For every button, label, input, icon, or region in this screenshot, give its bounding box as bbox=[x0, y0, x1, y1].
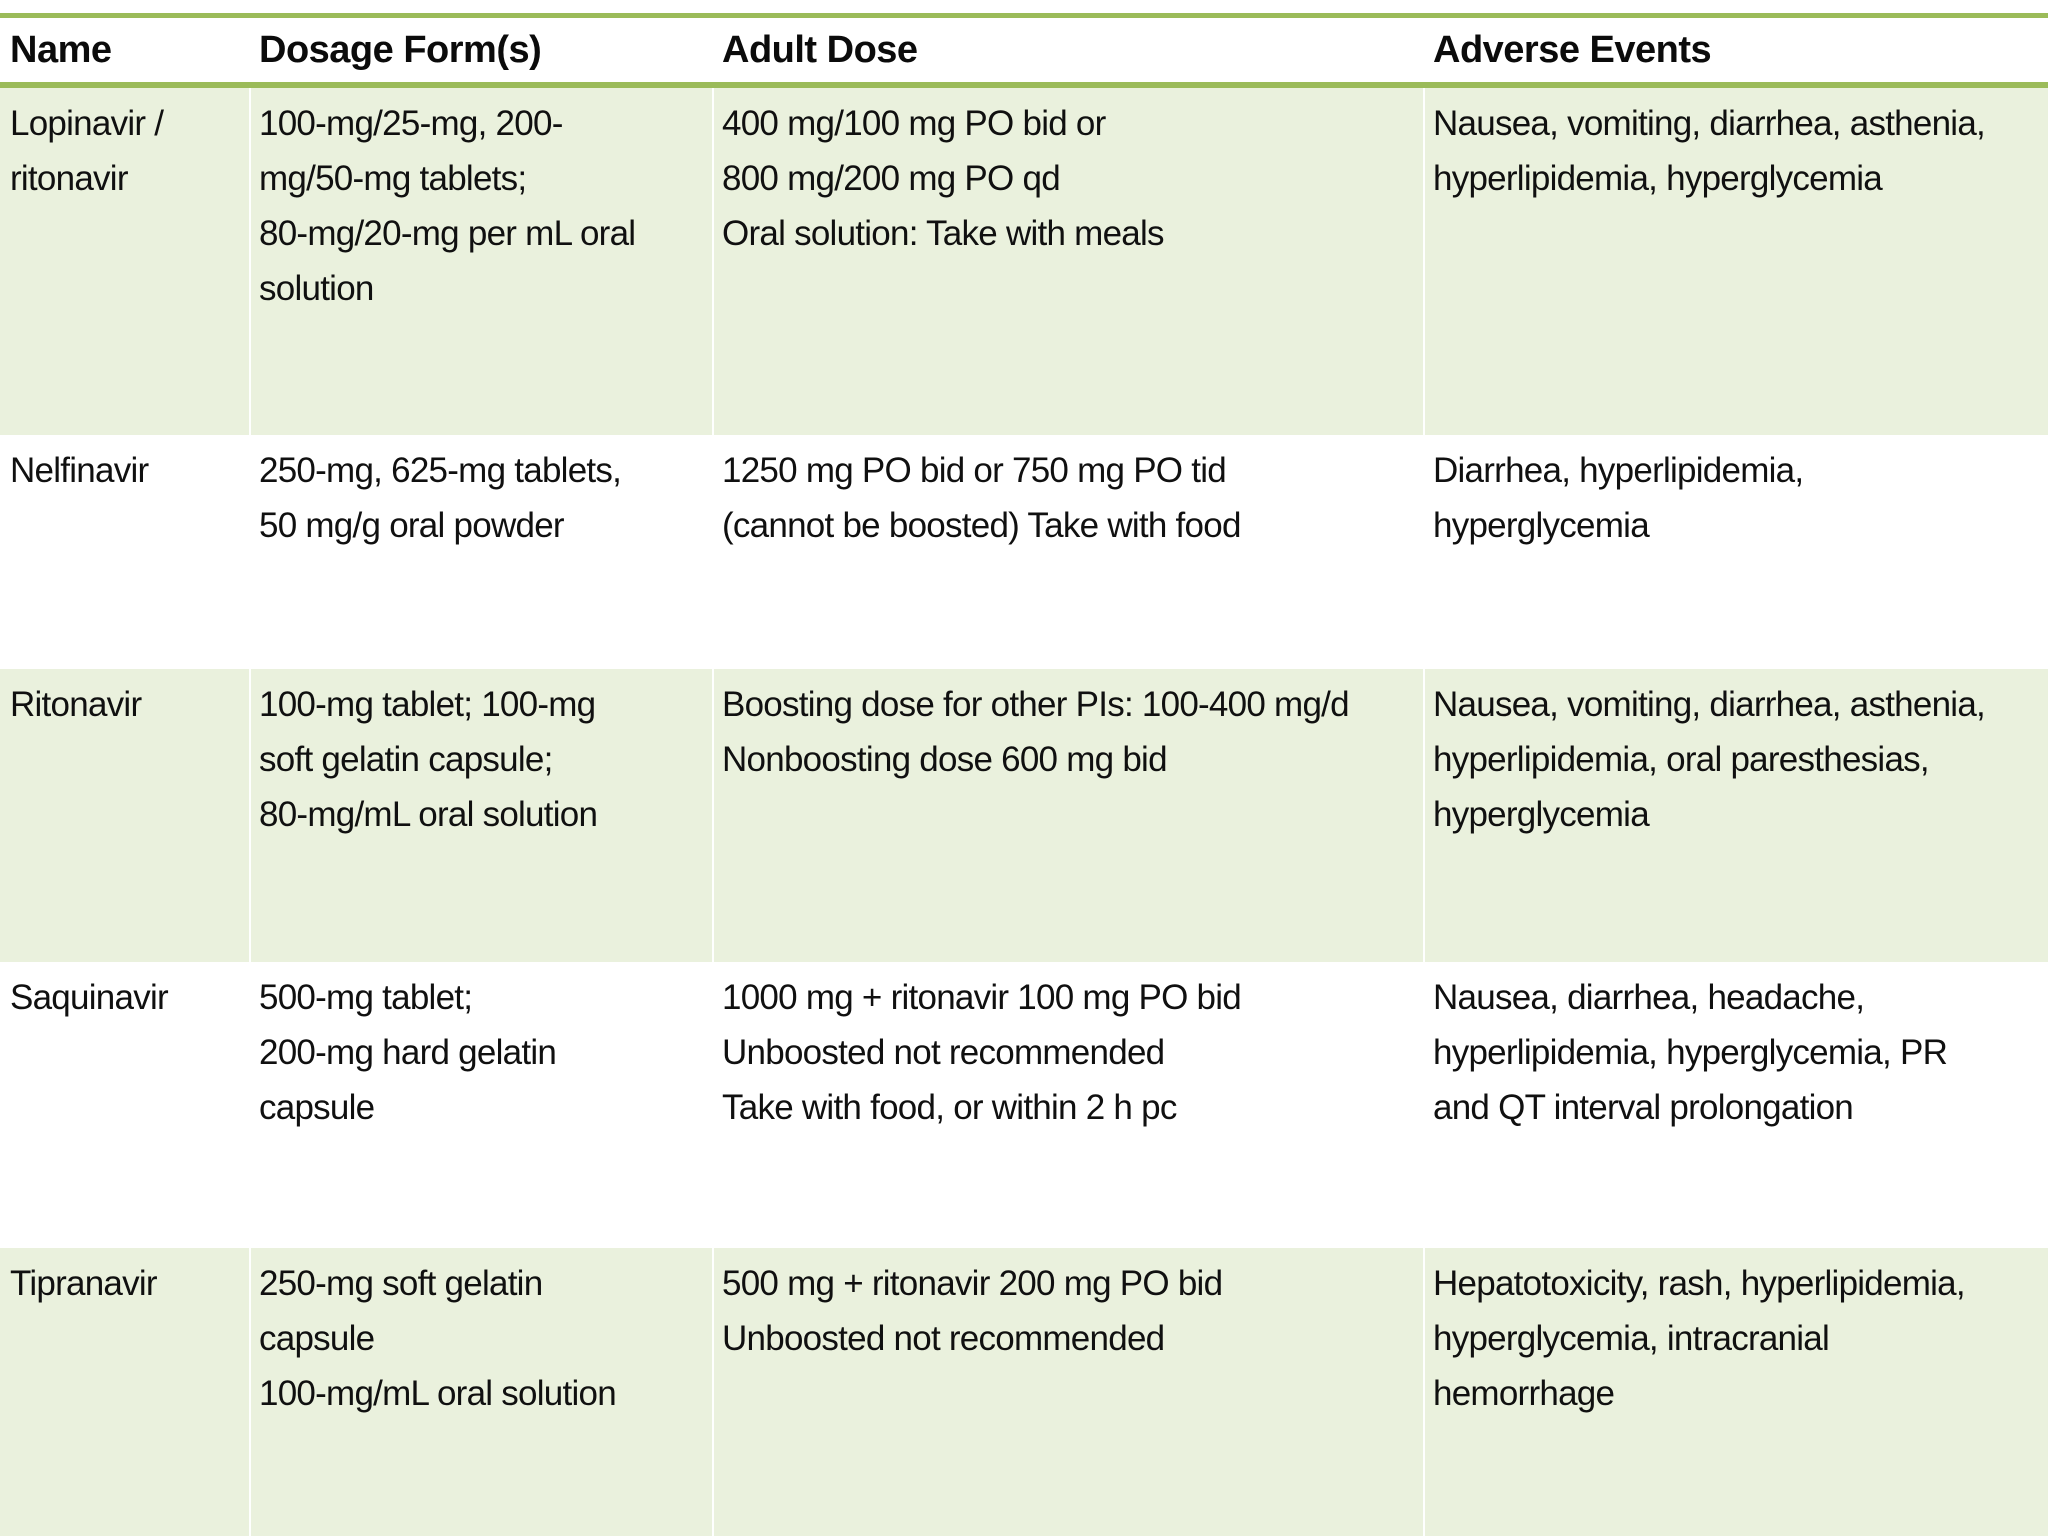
cell-name: Saquinavir bbox=[10, 978, 169, 1017]
top-border-line bbox=[0, 13, 2048, 18]
table-row-nelfinavir: Nelfinavir 250-mg, 625-mg tablets, 50 mg… bbox=[0, 435, 2048, 669]
cell-dosage-forms: 100-mg/25-mg, 200- mg/50-mg tablets; 80-… bbox=[249, 88, 712, 435]
header-border-line bbox=[0, 82, 2048, 88]
cell-adult-dose: 1000 mg + ritonavir 100 mg PO bid Unboos… bbox=[712, 962, 1423, 1248]
cell-adult-dose: 400 mg/100 mg PO bid or 800 mg/200 mg PO… bbox=[712, 88, 1423, 435]
cell-name: Ritonavir bbox=[10, 685, 142, 724]
cell-name: Tipranavir bbox=[10, 1264, 158, 1303]
cell-dosage-forms: 100-mg tablet; 100-mg soft gelatin capsu… bbox=[249, 669, 712, 962]
cell-name: Nelfinavir bbox=[10, 451, 149, 490]
cell-adult-dose: 500 mg + ritonavir 200 mg PO bid Unboost… bbox=[712, 1248, 1423, 1536]
column-header-adult-dose: Adult Dose bbox=[722, 28, 918, 71]
table-row-lopinavir-ritonavir: Lopinavir / ritonavir 100-mg/25-mg, 200-… bbox=[0, 88, 2048, 435]
cell-adverse-events: Nausea, diarrhea, headache, hyperlipidem… bbox=[1423, 962, 2048, 1248]
cell-dosage-forms: 500-mg tablet; 200-mg hard gelatin capsu… bbox=[249, 962, 712, 1248]
column-header-dosage-forms: Dosage Form(s) bbox=[259, 28, 542, 71]
table-row-ritonavir: Ritonavir 100-mg tablet; 100-mg soft gel… bbox=[0, 669, 2048, 962]
column-header-adverse-events: Adverse Events bbox=[1433, 28, 1712, 71]
table-header-row: Name Dosage Form(s) Adult Dose Adverse E… bbox=[0, 18, 2048, 82]
top-margin bbox=[0, 0, 2048, 13]
cell-adult-dose: Boosting dose for other PIs: 100-400 mg/… bbox=[712, 669, 1423, 962]
cell-name: Lopinavir / ritonavir bbox=[10, 104, 164, 198]
table-row-saquinavir: Saquinavir 500-mg tablet; 200-mg hard ge… bbox=[0, 962, 2048, 1248]
cell-adverse-events: Nausea, vomiting, diarrhea, asthenia, hy… bbox=[1423, 88, 2048, 435]
cell-dosage-forms: 250-mg, 625-mg tablets, 50 mg/g oral pow… bbox=[249, 435, 712, 669]
cell-adverse-events: Hepatotoxicity, rash, hyperlipidemia, hy… bbox=[1423, 1248, 2048, 1536]
cell-adult-dose: 1250 mg PO bid or 750 mg PO tid (cannot … bbox=[712, 435, 1423, 669]
cell-adverse-events: Diarrhea, hyperlipidemia, hyperglycemia bbox=[1423, 435, 2048, 669]
cell-dosage-forms: 250-mg soft gelatin capsule 100-mg/mL or… bbox=[249, 1248, 712, 1536]
table-row-tipranavir: Tipranavir 250-mg soft gelatin capsule 1… bbox=[0, 1248, 2048, 1536]
cell-adverse-events: Nausea, vomiting, diarrhea, asthenia, hy… bbox=[1423, 669, 2048, 962]
column-header-name: Name bbox=[10, 28, 112, 71]
